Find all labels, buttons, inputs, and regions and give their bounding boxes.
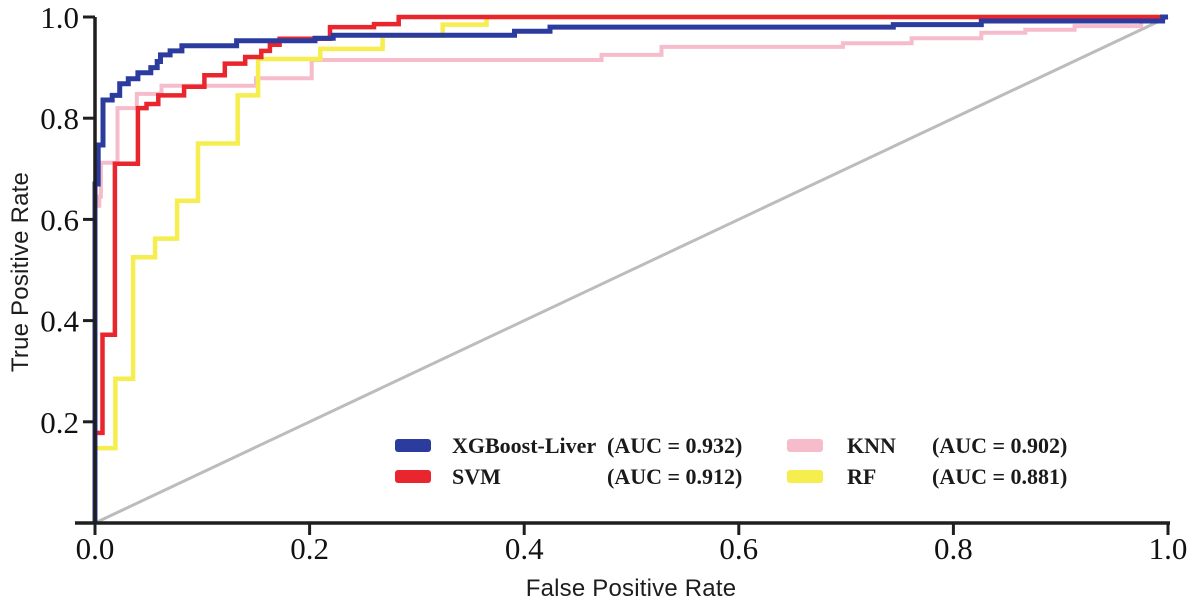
legend-swatch-svm — [395, 470, 431, 483]
legend-auc-rf: (AUC = 0.881) — [932, 464, 1068, 489]
roc-curve-knn — [93, 15, 1168, 523]
tick-labels-group: 0.0 0.2 0.4 0.6 0.8 1.0 0.2 0.4 0.6 0.8 1.0 — [40, 0, 1187, 566]
legend-auc-xgboost-liver: (AUC = 0.932) — [607, 433, 743, 458]
y-tick-label: 0.2 — [40, 405, 79, 440]
legend-auc-knn: (AUC = 0.902) — [932, 433, 1068, 458]
y-tick-label: 0.4 — [40, 304, 79, 339]
y-axis-title: True Positive Rate — [7, 171, 34, 373]
y-tick-label: 1.0 — [40, 0, 79, 35]
y-tick-label: 0.8 — [40, 101, 79, 136]
x-tick-label: 0.6 — [719, 531, 758, 566]
legend-swatch-xgboost-liver — [395, 439, 431, 452]
legend-label-rf: RF — [847, 464, 877, 489]
roc-curves-group — [92, 14, 1168, 523]
legend-swatch-knn — [787, 439, 823, 452]
legend-label-knn: KNN — [847, 433, 896, 458]
x-tick-label: 0.2 — [290, 531, 329, 566]
chance-diagonal-line — [94, 15, 1169, 525]
x-tick-label: 0.0 — [76, 531, 115, 566]
legend-auc-svm: (AUC = 0.912) — [607, 464, 743, 489]
legend-swatch-rf — [787, 470, 823, 483]
x-tick-label: 0.4 — [505, 531, 544, 566]
legend-label-svm: SVM — [452, 464, 501, 489]
x-tick-label: 1.0 — [1149, 531, 1188, 566]
x-axis-title: False Positive Rate — [525, 575, 737, 602]
roc-curve-svm — [92, 14, 1168, 523]
legend-label-xgboost-liver: XGBoost-Liver — [452, 433, 597, 458]
axes-group — [75, 17, 1170, 525]
roc-curve-xgboost-liver — [92, 14, 1168, 523]
reference-line-group — [94, 15, 1169, 525]
legend: XGBoost-Liver (AUC = 0.932) KNN (AUC = 0… — [395, 430, 1092, 492]
y-tick-label: 0.6 — [40, 202, 79, 237]
x-tick-label: 0.8 — [934, 531, 973, 566]
